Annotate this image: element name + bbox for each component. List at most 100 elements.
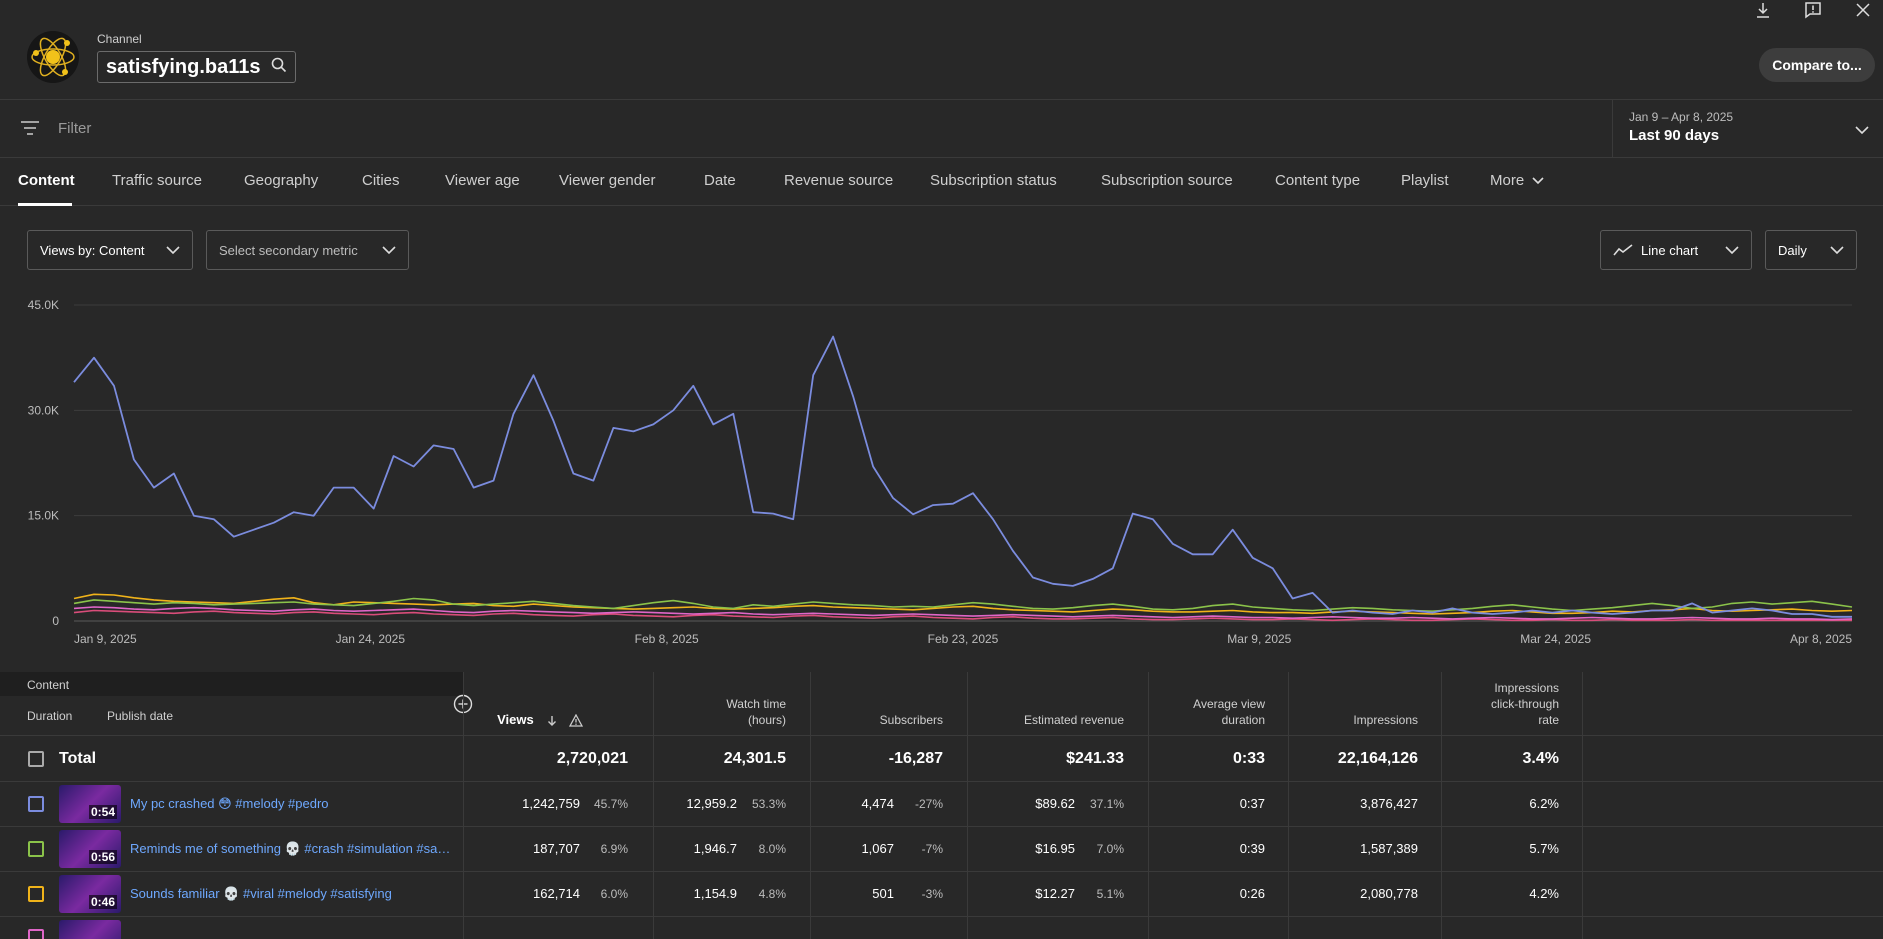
secondary-metric-value: Select secondary metric — [219, 242, 358, 258]
video-title-link[interactable]: My pc crashed 😳 #melody #pedro — [130, 796, 329, 811]
revenue-value: $12.27 — [1035, 886, 1075, 901]
subscribers-value: 1,067 — [861, 841, 894, 856]
watch-time-percent: 4.8% — [758, 887, 786, 901]
x-tick-label: Jan 9, 2025 — [74, 632, 137, 646]
date-range-picker[interactable]: Jan 9 – Apr 8, 2025 Last 90 days — [1612, 100, 1883, 158]
impressions-value: 3,876,427 — [1360, 796, 1418, 811]
tab-date[interactable]: Date — [704, 172, 736, 189]
series-line-5[interactable] — [73, 609, 1852, 622]
tab-viewer-age[interactable]: Viewer age — [445, 172, 520, 189]
row-checkbox[interactable] — [28, 796, 44, 812]
total-checkbox[interactable] — [28, 751, 44, 767]
filter-icon[interactable] — [20, 120, 40, 141]
series-line-4[interactable] — [73, 606, 1853, 621]
primary-metric-select[interactable]: Views by: Content — [27, 230, 193, 270]
series-line-3[interactable] — [73, 593, 1853, 615]
header-ctr-l1: Impressions — [1494, 681, 1559, 695]
download-icon[interactable] — [1753, 0, 1773, 20]
watch-time-percent: 8.0% — [758, 842, 786, 856]
tab-playlist[interactable]: Playlist — [1401, 172, 1449, 189]
series-line-1[interactable] — [73, 335, 1852, 618]
header-views-label: Views — [497, 712, 534, 727]
table-row-partial[interactable] — [0, 917, 1883, 939]
tab-content[interactable]: Content — [18, 172, 75, 189]
header-watch-time-l2: (hours) — [747, 713, 786, 727]
video-thumbnail[interactable] — [59, 920, 121, 939]
total-watch-time: 24,301.5 — [723, 750, 786, 767]
row-checkbox[interactable] — [28, 929, 44, 939]
row-checkbox[interactable] — [28, 886, 44, 902]
video-thumbnail[interactable]: 0:46 — [59, 875, 121, 913]
col-divider — [1441, 672, 1442, 939]
tab-subscription-source[interactable]: Subscription source — [1101, 172, 1233, 189]
date-range-dates: Jan 9 – Apr 8, 2025 — [1629, 110, 1734, 124]
search-icon[interactable] — [271, 57, 287, 78]
video-thumbnail[interactable]: 0:56 — [59, 830, 121, 868]
col-divider — [967, 672, 968, 939]
col-divider — [1582, 672, 1583, 939]
channel-avatar[interactable] — [27, 31, 79, 83]
total-subscribers: -16,287 — [888, 750, 943, 767]
total-row: Total 2,720,021 24,301.5 -16,287 $241.33… — [0, 736, 1883, 782]
subscribers-value: 501 — [872, 886, 894, 901]
series-line-2[interactable] — [73, 597, 1853, 613]
header-avg-view-duration[interactable]: Average view duration — [1193, 696, 1265, 728]
chart-type-value: Line chart — [1641, 242, 1699, 258]
feedback-icon[interactable] — [1803, 0, 1823, 20]
channel-search-box[interactable]: satisfying.ba11s — [97, 51, 296, 83]
x-tick-label: Mar 24, 2025 — [1520, 632, 1591, 646]
x-tick-label: Mar 9, 2025 — [1227, 632, 1291, 646]
avg-view-duration-value: 0:26 — [1239, 886, 1265, 901]
header-ctr-l2: click-through — [1490, 697, 1559, 711]
tab-more[interactable]: More — [1490, 172, 1544, 189]
header-subscribers[interactable]: Subscribers — [879, 713, 943, 727]
tab-content-type[interactable]: Content type — [1275, 172, 1361, 189]
video-title-link[interactable]: Reminds me of something 💀 #crash #simula… — [130, 841, 451, 856]
header-revenue[interactable]: Estimated revenue — [1023, 713, 1124, 727]
channel-label: Channel — [97, 32, 142, 46]
header-views[interactable]: Views — [497, 712, 584, 728]
tab-revenue-source[interactable]: Revenue source — [784, 172, 894, 189]
tab-traffic-source[interactable]: Traffic source — [112, 172, 203, 189]
avg-view-duration-value: 0:37 — [1239, 796, 1265, 811]
video-thumbnail[interactable]: 0:54 — [59, 785, 121, 823]
subscribers-value: 4,474 — [861, 796, 894, 811]
header-ctr[interactable]: Impressions click-through rate — [1491, 680, 1559, 728]
chevron-down-icon — [1725, 245, 1739, 254]
tab-viewer-gender[interactable]: Viewer gender — [559, 172, 656, 189]
views-value: 162,714 — [533, 886, 580, 901]
secondary-metric-select[interactable]: Select secondary metric — [206, 230, 409, 270]
tab-cities[interactable]: Cities — [362, 172, 400, 189]
primary-metric-value: Views by: Content — [40, 242, 145, 258]
header-ctr-l3: rate — [1538, 713, 1559, 727]
tab-geography[interactable]: Geography — [244, 172, 319, 189]
table-row[interactable]: 0:56 Reminds me of something 💀 #crash #s… — [0, 827, 1883, 872]
ctr-value: 5.7% — [1529, 841, 1559, 856]
row-checkbox[interactable] — [28, 841, 44, 857]
header-impressions[interactable]: Impressions — [1353, 713, 1418, 727]
header-duration[interactable]: Duration — [27, 709, 73, 723]
close-icon[interactable] — [1853, 0, 1873, 20]
chart-type-select[interactable]: Line chart — [1600, 230, 1752, 270]
col-divider — [1148, 672, 1149, 939]
tab-subscription-status[interactable]: Subscription status — [930, 172, 1057, 189]
table-row[interactable]: 0:54 My pc crashed 😳 #melody #pedro 1,24… — [0, 782, 1883, 827]
y-tick-label: 30.0K — [28, 403, 59, 417]
views-percent: 6.9% — [600, 842, 628, 856]
chevron-down-icon — [1830, 245, 1844, 254]
total-label: Total — [59, 750, 97, 767]
col-divider — [463, 672, 464, 939]
content-header-band — [0, 672, 463, 696]
header-watch-time[interactable]: Watch time (hours) — [726, 696, 786, 728]
revenue-value: $16.95 — [1035, 841, 1075, 856]
video-title-link[interactable]: Sounds familiar 💀 #viral #melody #satisf… — [130, 886, 392, 901]
compare-button[interactable]: Compare to... — [1759, 48, 1875, 82]
sort-down-icon — [548, 715, 557, 726]
granularity-select[interactable]: Daily — [1765, 230, 1857, 270]
filter-input[interactable]: Filter — [58, 120, 92, 137]
channel-name: satisfying.ba11s — [106, 55, 261, 78]
x-tick-label: Feb 8, 2025 — [635, 632, 699, 646]
header-publish-date[interactable]: Publish date — [107, 709, 174, 723]
table-row[interactable]: 0:46 Sounds familiar 💀 #viral #melody #s… — [0, 872, 1883, 917]
chevron-down-icon — [382, 245, 396, 254]
